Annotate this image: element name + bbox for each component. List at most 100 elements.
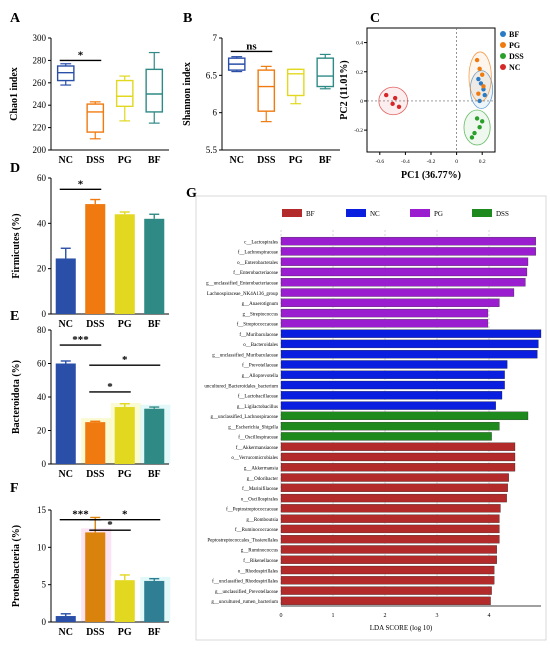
box-bf: [145, 51, 164, 124]
lda-row: o__Rhodospirillales: [238, 565, 495, 574]
lda-row: g__unclassified_Enterobacteriaceae: [206, 278, 526, 287]
point-pg: [477, 66, 482, 72]
lda-row: g__Romboutsia: [246, 514, 500, 523]
lda-bar: [280, 545, 497, 554]
lda-bar: [280, 319, 489, 328]
lda-bar-label: g__Alloprevotella: [242, 374, 279, 379]
bar: [114, 407, 135, 464]
box-body: [257, 69, 276, 112]
y-tick-label: 7: [213, 33, 218, 43]
panel-letter-d: D: [10, 161, 20, 176]
lda-bar-label: f__Akkermansiaceae: [236, 446, 279, 451]
y-tick-label: 240: [33, 100, 47, 110]
x-category-label: BF: [148, 155, 161, 166]
bar: [55, 616, 76, 622]
lda-bar: [280, 278, 526, 287]
lda-row: f__Enterobacteriaceae: [233, 267, 528, 276]
y-tick-label: 5.5: [206, 145, 218, 155]
point-pg: [474, 57, 480, 63]
lda-bar: [280, 380, 505, 390]
lda-bar: [280, 535, 500, 544]
bar: [114, 214, 135, 314]
panel-letter-c: C: [370, 11, 380, 26]
bar: [144, 580, 165, 622]
bar: [85, 532, 106, 622]
bar-pg: [114, 403, 135, 464]
lda-row: g__Ligilactobacillus: [237, 401, 496, 410]
y-axis-label: PC2 (11.01%): [339, 60, 350, 119]
x-category-label: PG: [118, 627, 132, 638]
lda-bar: [280, 257, 529, 266]
lda-bar: [280, 370, 505, 379]
y-tick-label: 60: [37, 359, 47, 369]
ellipse-nc: [378, 86, 409, 116]
significance-label: *: [122, 354, 128, 366]
lda-bar-label: o__Oscillospirales: [241, 497, 278, 502]
lda-bar: [280, 493, 507, 503]
lda-bar-label: Lachnospiraceae_NK4A136_group: [207, 292, 279, 297]
legend-label-nc: NC: [509, 63, 521, 72]
y-tick-label: 300: [33, 33, 47, 43]
lda-row: f__Lachnospiraceae: [238, 247, 536, 256]
y-tick-label: 200: [33, 145, 47, 155]
y-tick-label: 20: [37, 264, 47, 274]
lda-bar: [280, 463, 516, 472]
point-dss: [477, 125, 482, 130]
point-nc: [392, 95, 398, 101]
bar: [144, 408, 165, 464]
y-tick-label: 0.4: [356, 41, 363, 47]
lda-row: o__Oscillospirales: [241, 493, 507, 503]
significance-label: *: [107, 381, 113, 393]
legend-label-pg: PG: [434, 210, 443, 218]
lda-bar: [280, 288, 515, 297]
lda-row: g__Escherichia_Shigella: [228, 421, 500, 430]
lda-bar: [280, 298, 500, 307]
x-tick-label: -0.2: [427, 159, 436, 165]
y-tick-label: -0.2: [354, 128, 363, 134]
lda-bar-label: g__Ligilactobacillus: [237, 405, 278, 410]
box-body: [115, 79, 134, 108]
legend-label-dss: DSS: [509, 52, 524, 61]
box-nc: [56, 63, 75, 86]
box-dss: [257, 65, 276, 123]
lda-bar: [280, 586, 492, 595]
y-tick-label: 0: [360, 99, 363, 105]
lda-row: uncultured_Bacteroidales_bacterium: [204, 380, 505, 390]
legend-marker-pg: [500, 42, 506, 48]
y-axis-label: Firmicutes (%): [11, 213, 22, 278]
box-plot-b: 5.5 6 6.5 7 Shannon index NC DSS PG BF ns: [182, 33, 340, 166]
lda-row: f__Muribaculaceae: [239, 329, 542, 338]
scatter-legend: BF PG DSS NC: [500, 30, 524, 72]
box-nc: [227, 56, 246, 73]
bar-nc: [55, 247, 76, 314]
lda-bar-chart: BF NC PG DSS 0 1 2 3 4 LDA SCORE (log 10) c__Lacto…: [195, 195, 547, 641]
lda-row: Lachnospiraceae_NK4A136_group: [207, 288, 515, 297]
lda-row: f__Rikenellaceae: [243, 555, 497, 564]
lda-row: g__Akkermansia: [244, 463, 516, 472]
lda-row: f__Marinifilaceae: [242, 483, 508, 492]
y-tick-label: 220: [33, 123, 47, 133]
x-tick-label: 0: [455, 159, 458, 165]
y-tick-label: 40: [37, 218, 47, 228]
lda-row: f__Streptococcaceae: [237, 319, 489, 328]
point-dss: [480, 119, 485, 124]
y-axis-label: Proteobacteria (%): [11, 525, 22, 607]
x-category-label: BF: [148, 627, 161, 638]
lda-bar: [280, 360, 508, 369]
y-tick-label: 60: [37, 173, 47, 183]
box-plot-a: 200 220 240 260 280 300 Chao1 index NC DSS PG BF *: [9, 33, 169, 166]
bar: [85, 422, 106, 464]
lda-bar: [280, 411, 529, 421]
bar-dss: [85, 420, 106, 464]
x-tick-label: -0.6: [375, 159, 384, 165]
box-body: [86, 103, 105, 133]
lda-bar: [280, 555, 497, 564]
y-tick-label: 260: [33, 78, 47, 88]
x-category-label: BF: [148, 319, 161, 330]
legend-swatch-nc: [346, 209, 366, 217]
panel-letter-e: E: [10, 309, 19, 324]
x-axis-label: PC1 (36.77%): [401, 170, 461, 181]
lda-row: g__unclassified_Muribaculaceae: [212, 350, 538, 358]
